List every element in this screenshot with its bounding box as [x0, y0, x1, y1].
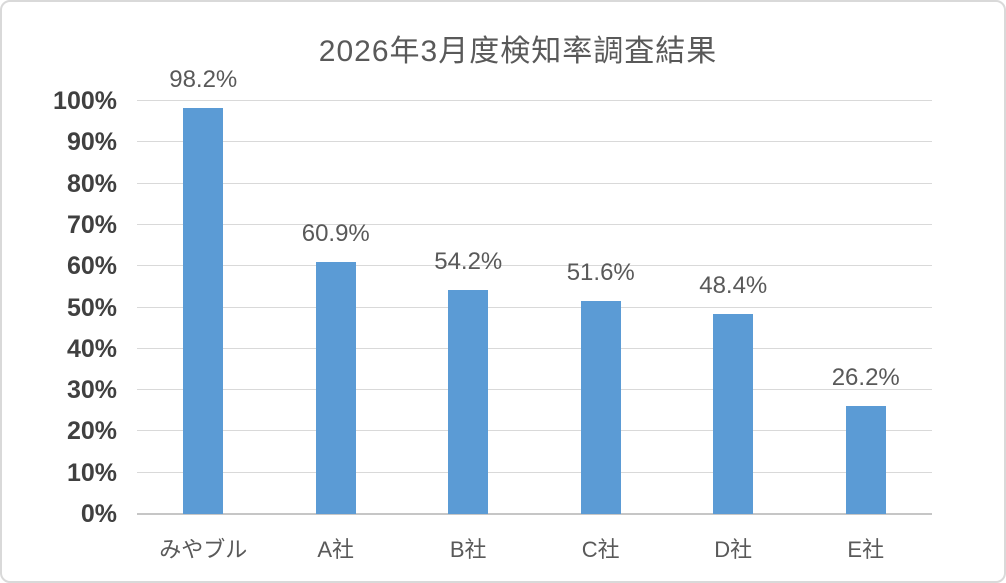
gridline	[137, 471, 932, 473]
x-axis: みやブル A社 B社 C社 D社 E社	[137, 514, 932, 564]
bar-みやブル	[183, 108, 224, 514]
bar-D社	[713, 314, 754, 514]
gridline	[137, 430, 932, 432]
gridline	[137, 141, 932, 143]
data-label: 98.2%	[169, 66, 238, 94]
category-label: C社	[581, 537, 620, 562]
y-axis-tick-label: 80%	[66, 169, 117, 198]
x-axis-line	[137, 513, 932, 515]
y-axis-tick-label: 40%	[66, 334, 117, 363]
y-axis-tick-label: 20%	[66, 417, 117, 446]
gridline	[137, 182, 932, 184]
y-axis-tick-label: 0%	[80, 500, 117, 528]
y-axis-tick-label: 90%	[66, 128, 117, 157]
category-label: B社	[449, 537, 487, 562]
gridline	[137, 389, 932, 391]
y-axis-tick-label: 100%	[53, 87, 117, 115]
bar-B社	[448, 290, 489, 514]
category-label: E社	[847, 537, 885, 562]
gridline	[137, 100, 932, 101]
plot-area: 98.2% 60.9% 54.2% 51.6% 48.4% 26.2%	[137, 67, 932, 515]
y-axis-tick-label: 60%	[66, 252, 117, 281]
gridline	[137, 306, 932, 308]
gridline	[137, 223, 932, 225]
bar-E社	[845, 405, 886, 514]
gridline	[137, 347, 932, 349]
y-axis-tick-label: 30%	[66, 376, 117, 405]
category-label: D社	[714, 537, 753, 562]
y-axis: 0% 10% 20% 30% 40% 50% 60% 70% 80% 90% 100%	[2, 88, 117, 527]
y-axis-tick-label: 50%	[66, 293, 117, 322]
y-axis-tick-label: 70%	[66, 210, 117, 239]
data-label: 54.2%	[434, 248, 503, 276]
bar-C社	[580, 300, 621, 514]
category-label: みやブル	[159, 537, 248, 562]
data-label: 60.9%	[301, 220, 370, 248]
data-label: 26.2%	[831, 363, 900, 391]
bar-A社	[315, 262, 356, 514]
gridline	[137, 265, 932, 267]
category-label: A社	[317, 537, 355, 562]
chart-title: 2026年3月度検知率調査結果	[318, 35, 718, 68]
data-label: 48.4%	[699, 272, 768, 300]
y-axis-tick-label: 10%	[66, 458, 117, 487]
data-label: 51.6%	[566, 258, 635, 286]
